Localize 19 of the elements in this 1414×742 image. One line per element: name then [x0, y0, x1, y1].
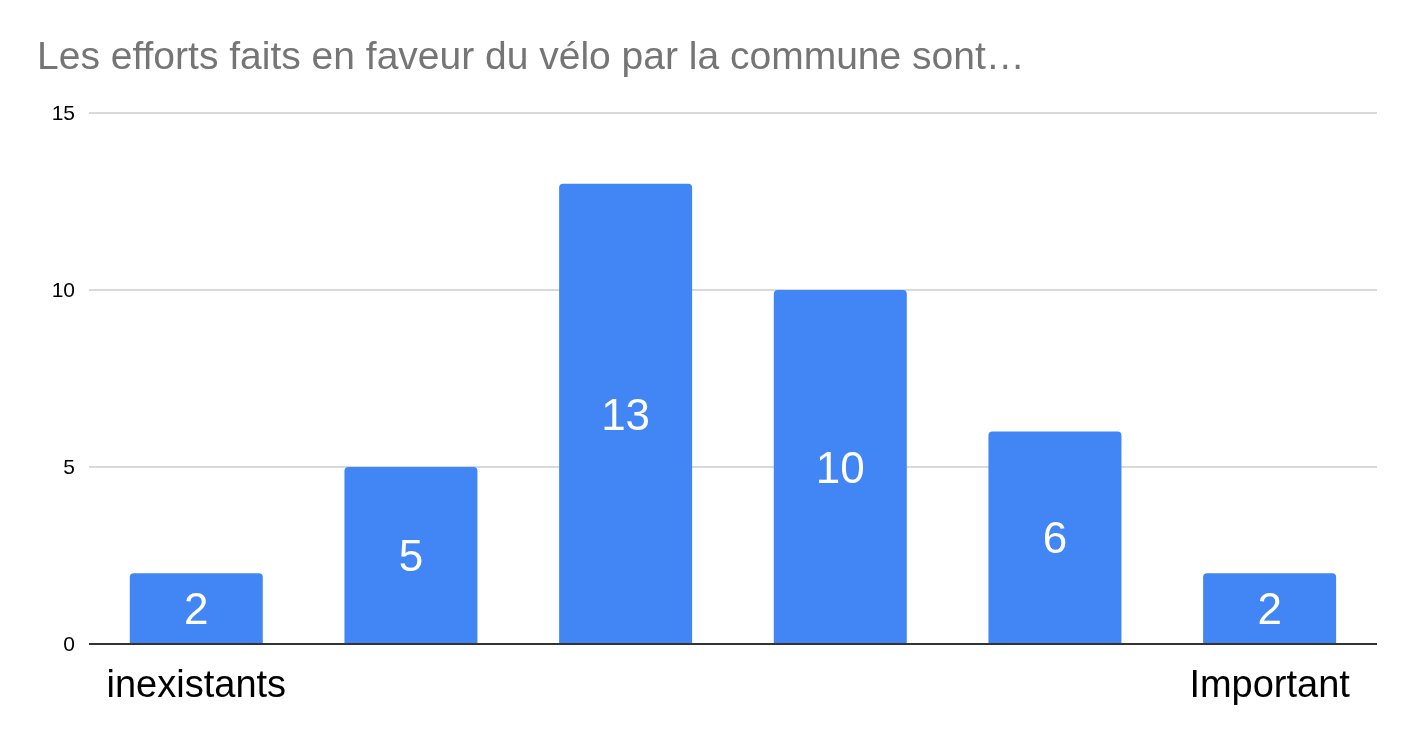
y-tick-label: 0	[63, 632, 75, 656]
data-label: 6	[1042, 513, 1068, 563]
bar	[1203, 573, 1337, 644]
bar	[773, 290, 907, 644]
data-label: 2	[1257, 584, 1282, 634]
x-tick-label: Important	[1189, 662, 1351, 705]
data-label: 10	[815, 442, 865, 492]
bar	[559, 183, 693, 644]
data-label: 5	[398, 531, 424, 581]
bar	[129, 573, 263, 644]
x-tick-label: inexistants	[106, 662, 287, 705]
data-label: 13	[601, 389, 651, 439]
y-tick-label: 5	[63, 455, 75, 479]
bar	[344, 467, 478, 644]
y-tick-label: 10	[51, 278, 75, 302]
chart-title: Les efforts faits en faveur du vélo par la commune sont…	[37, 34, 1025, 78]
y-tick-label: 15	[51, 101, 75, 125]
data-label: 2	[184, 584, 209, 634]
bar	[988, 431, 1122, 644]
